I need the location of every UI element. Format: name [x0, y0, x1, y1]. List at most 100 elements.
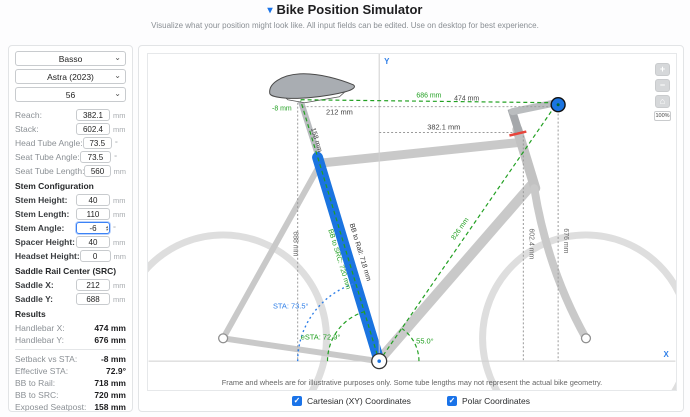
field-label: Reach: [15, 110, 42, 120]
saddle-x-label: 212 mm [326, 108, 353, 117]
stem-angle-value: -6 [89, 223, 97, 233]
brand-select-value: Basso [58, 53, 83, 64]
size-select-value: 56 [65, 89, 76, 100]
result-row-setback: Setback vs STA: -8 mm [15, 353, 126, 365]
field-label: Head Tube Angle: [15, 138, 83, 148]
page-title: Bike Position Simulator [276, 2, 423, 17]
field-row-seat-tube-angle: Seat Tube Angle: 73.5 ° [15, 151, 126, 163]
field-row-stack: Stack: 602.4 mm [15, 123, 126, 135]
field-unit: mm [113, 280, 126, 290]
field-row-stem-length: Stem Length: 110 mm [15, 208, 126, 220]
chevron-down-icon: ⌄ [114, 71, 121, 80]
saddle-y-label: 688 mm [292, 231, 299, 256]
model-select[interactable]: Astra (2023) ⌄ [15, 69, 126, 84]
result-label: BB to SRC: [15, 390, 59, 400]
bike-diagram-canvas[interactable]: X Y [147, 53, 677, 391]
headset-mark [509, 130, 527, 137]
saddle-x-input[interactable]: 212 [76, 279, 110, 291]
field-label: Seat Tube Angle: [15, 152, 80, 162]
stack-input[interactable]: 602.4 [76, 123, 110, 135]
result-label: Handlebar Y: [15, 335, 64, 345]
rear-axle-point [218, 333, 229, 344]
polar-measure-lines [300, 99, 554, 362]
stem-height-input[interactable]: 40 [76, 194, 110, 206]
field-label: Seat Tube Length: [15, 166, 85, 176]
result-label: BB to Rail: [15, 378, 56, 388]
results-header: Results [15, 309, 46, 319]
reset-zoom-button[interactable]: ⌂ [655, 95, 670, 108]
page-header: ▾ Bike Position Simulator Visualize what … [0, 0, 690, 30]
field-unit: ° [114, 138, 118, 148]
field-row-head-tube-angle: Head Tube Angle: 73.5 ° [15, 137, 126, 149]
polar-coordinates-toggle[interactable]: ✓ Polar Coordinates [446, 396, 530, 406]
zoom-out-button[interactable]: − [655, 79, 670, 92]
stem-configuration-header: Stem Configuration [15, 181, 94, 191]
result-value: 720 mm [94, 390, 126, 400]
seat-tube-length-input[interactable]: 560 [84, 165, 111, 177]
field-label: Stem Length: [15, 209, 70, 219]
stepper-up-icon[interactable]: ▴ [105, 224, 108, 229]
head-tube [512, 124, 541, 194]
result-value: 158 mm [94, 402, 126, 412]
cartesian-toggle-label: Cartesian (XY) Coordinates [307, 396, 411, 406]
checkbox-checked-icon[interactable]: ✓ [292, 396, 302, 406]
bike-diagram-svg: X Y [148, 54, 676, 390]
seat-tube-angle-input[interactable]: 73.5 [79, 151, 112, 163]
field-label: Saddle X: [15, 280, 54, 290]
handlebar-y-label: 676 mm [562, 228, 569, 253]
head-tube-angle-input[interactable]: 73.5 [82, 137, 112, 149]
field-label: Saddle Y: [15, 294, 53, 304]
saddle-y-input[interactable]: 688 [76, 293, 110, 305]
cartesian-measure-lines [297, 102, 559, 362]
result-row-effective-sta: Effective STA: 72.9° [15, 365, 126, 377]
zoom-in-button[interactable]: + [655, 63, 670, 76]
result-value: 72.9° [106, 366, 126, 376]
zoom-level-badge: 100% [654, 111, 671, 121]
field-unit: mm [113, 195, 126, 205]
result-label: Effective STA: [15, 366, 69, 376]
field-label: Headset Height: [15, 251, 80, 261]
bottom-bracket-dot [377, 359, 381, 363]
brand-select[interactable]: Basso ⌄ [15, 51, 126, 66]
result-label: Handlebar X: [15, 323, 65, 333]
collapse-arrow-icon[interactable]: ▾ [267, 5, 273, 16]
polar-toggle-label: Polar Coordinates [461, 396, 530, 406]
stem-angle-input[interactable]: -6 ▴ ▾ [76, 222, 110, 234]
checkbox-checked-icon[interactable]: ✓ [446, 396, 457, 406]
down-tube [374, 180, 537, 366]
setback-label: -8 mm [272, 106, 292, 113]
cartesian-coordinates-toggle[interactable]: ✓ Cartesian (XY) Coordinates [292, 396, 411, 406]
bar-polar-angle-label: 55.0° [416, 336, 433, 345]
diagram-panel: X Y [138, 45, 684, 412]
result-value: 676 mm [94, 335, 126, 345]
saddle-rail-center-header: Saddle Rail Center (SRC) [15, 266, 117, 276]
seatstay-tube [220, 162, 323, 342]
frame-points [218, 97, 592, 370]
stack-label: 602.4 mm [527, 228, 534, 259]
field-row-saddle-y: Saddle Y: 688 mm [15, 293, 126, 305]
spacer-height-input[interactable]: 40 [76, 236, 110, 248]
stem-length-input[interactable]: 110 [76, 208, 110, 220]
field-unit: ° [114, 152, 118, 162]
y-axis-label: Y [384, 57, 390, 66]
field-unit: mm [113, 251, 127, 261]
diagram-caption: Frame and wheels are for illustrative pu… [222, 378, 602, 387]
reach-input[interactable]: 382.1 [76, 109, 110, 121]
result-value: -8 mm [100, 354, 126, 364]
zoom-controls: + − ⌂ 100% [654, 63, 671, 121]
reset-zoom-icon: ⌂ [659, 96, 666, 106]
field-row-saddle-x: Saddle X: 212 mm [15, 279, 126, 291]
top-tube [314, 138, 524, 168]
size-select[interactable]: 56 ⌄ [15, 87, 126, 102]
axes: X Y [148, 54, 676, 362]
chevron-down-icon: ⌄ [114, 53, 121, 62]
field-row-spacer-height: Spacer Height: 40 mm [15, 236, 126, 248]
stepper-down-icon[interactable]: ▾ [105, 227, 108, 232]
field-row-stem-height: Stem Height: 40 mm [15, 194, 126, 206]
field-label: Stem Angle: [15, 223, 65, 233]
results-divider [15, 349, 126, 350]
model-select-value: Astra (2023) [47, 71, 94, 82]
headset-height-input[interactable]: 0 [79, 250, 111, 262]
number-stepper[interactable]: ▴ ▾ [106, 223, 108, 233]
saddle[interactable] [269, 73, 355, 104]
